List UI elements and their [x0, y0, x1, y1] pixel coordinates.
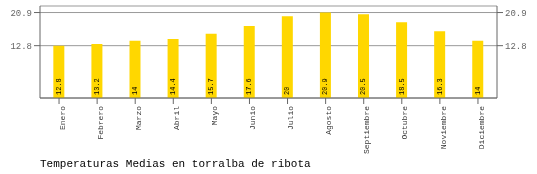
svg-text:20.9: 20.9 [10, 9, 32, 19]
svg-text:16.3: 16.3 [436, 78, 444, 95]
svg-text:Enero: Enero [58, 106, 67, 130]
svg-text:Octubre: Octubre [400, 106, 409, 140]
svg-text:14.4: 14.4 [169, 78, 177, 95]
html-text:Temperaturas Medias en torralb: Temperaturas Medias en torralba de ribot… [40, 158, 311, 170]
svg-text:Febrero: Febrero [96, 106, 105, 140]
svg-text:Diciembre: Diciembre [477, 106, 486, 149]
svg-text:12.8: 12.8 [10, 42, 32, 52]
svg-text:14: 14 [474, 87, 482, 95]
svg-text:Septiembre: Septiembre [362, 106, 371, 154]
svg-text:12.8: 12.8 [55, 78, 63, 95]
svg-text:Agosto: Agosto [324, 106, 333, 135]
svg-text:Junio: Junio [248, 106, 257, 130]
svg-text:15.7: 15.7 [207, 78, 215, 95]
svg-text:Abril: Abril [172, 106, 181, 130]
svg-text:20.5: 20.5 [359, 78, 367, 95]
svg-text:Marzo: Marzo [134, 106, 143, 130]
svg-text:13.2: 13.2 [93, 78, 101, 95]
svg-text:20: 20 [283, 87, 291, 95]
svg-text:Mayo: Mayo [210, 106, 219, 125]
svg-text:18.5: 18.5 [398, 78, 406, 95]
svg-text:17.6: 17.6 [245, 78, 253, 95]
svg-text:12.8: 12.8 [505, 42, 527, 52]
svg-text:14: 14 [131, 87, 139, 95]
svg-text:20.9: 20.9 [321, 78, 329, 95]
svg-text:20.9: 20.9 [505, 9, 527, 19]
svg-text:Julio: Julio [286, 106, 295, 130]
svg-text:Noviembre: Noviembre [439, 106, 448, 149]
